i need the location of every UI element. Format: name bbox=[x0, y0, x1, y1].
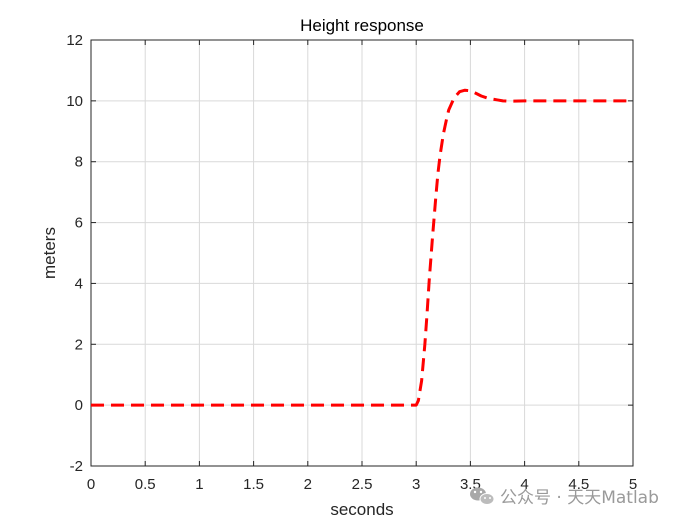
y-tick-label: 6 bbox=[75, 215, 83, 232]
series-layer bbox=[91, 88, 633, 407]
y-tick-label: -2 bbox=[70, 458, 83, 475]
chart-title: Height response bbox=[300, 16, 424, 35]
y-tick-label: 2 bbox=[75, 336, 83, 353]
x-axis-title: seconds bbox=[330, 500, 393, 519]
x-tick-label: 2.5 bbox=[352, 476, 373, 493]
x-tick-label: 1 bbox=[195, 476, 203, 493]
y-tick-label: 4 bbox=[75, 275, 83, 292]
watermark-text: 公众号 · 天天Matlab bbox=[500, 488, 659, 508]
x-tick-label: 2 bbox=[304, 476, 312, 493]
watermark: 公众号 · 天天Matlab bbox=[470, 487, 659, 508]
y-tick-label: 0 bbox=[75, 397, 83, 414]
y-axis-title: meters bbox=[40, 227, 59, 279]
y-tick-label: 8 bbox=[75, 154, 83, 171]
y-tick-label: 12 bbox=[66, 32, 83, 49]
x-tick-label: 3 bbox=[412, 476, 420, 493]
series-line bbox=[91, 88, 633, 407]
wechat-icon bbox=[470, 487, 495, 505]
x-tick-label: 1.5 bbox=[243, 476, 264, 493]
x-tick-label: 0.5 bbox=[135, 476, 156, 493]
x-tick-label: 4 bbox=[520, 476, 528, 493]
x-tick-label: 4.5 bbox=[568, 476, 589, 493]
x-tick-label: 5 bbox=[629, 476, 637, 493]
y-tick-label: 10 bbox=[66, 93, 83, 110]
x-tick-label: 0 bbox=[87, 476, 95, 493]
